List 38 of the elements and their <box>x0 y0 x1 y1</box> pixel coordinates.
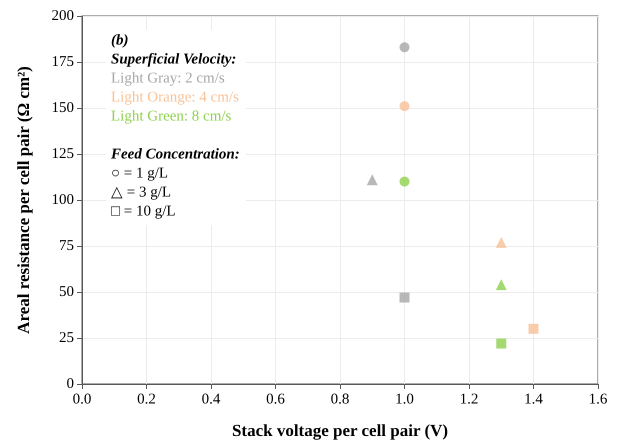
annotation: Light Green: 8 cm/s <box>111 108 232 124</box>
annotation: □ = 10 g/L <box>111 204 176 220</box>
y-axis-title: Areal resistance per cell pair (Ω cm²) <box>14 66 33 334</box>
y-tick-label: 150 <box>52 100 74 116</box>
y-tick-label: 50 <box>59 284 74 300</box>
y-tick-label: 100 <box>52 192 74 208</box>
x-tick-label: 1.6 <box>588 392 608 408</box>
annotation: Superficial Velocity: <box>111 52 236 68</box>
x-axis-title: Stack voltage per cell pair (V) <box>232 421 448 440</box>
x-tick-label: 0.0 <box>72 392 92 408</box>
x-tick-label: 0.6 <box>266 392 286 408</box>
annotation: (b) <box>111 32 128 48</box>
y-tick-label: 25 <box>59 330 74 346</box>
annotation: Light Gray: 2 cm/s <box>111 70 225 86</box>
y-tick-label: 175 <box>52 54 74 70</box>
annotation: △ = 3 g/L <box>111 184 172 200</box>
point <box>528 324 538 334</box>
y-tick-label: 0 <box>66 376 74 392</box>
annotation: Light Orange: 4 cm/s <box>111 90 240 106</box>
point <box>400 176 410 187</box>
point <box>496 236 507 248</box>
y-tick-label: 75 <box>59 238 74 254</box>
annotation: ○ = 1 g/L <box>111 166 168 182</box>
x-tick-label: 1.4 <box>524 392 544 408</box>
annotation: Feed Concentration: <box>110 146 240 162</box>
point <box>366 174 378 186</box>
point <box>496 338 506 349</box>
point <box>400 292 410 303</box>
point <box>496 279 507 290</box>
point <box>400 42 410 52</box>
x-tick-label: 0.2 <box>137 392 156 408</box>
y-tick-label: 200 <box>52 8 74 24</box>
x-tick-label: 1.0 <box>395 392 414 408</box>
x-tick-label: 1.2 <box>460 392 478 408</box>
y-tick-label: 125 <box>52 146 74 162</box>
x-tick-label: 0.8 <box>330 392 350 408</box>
point <box>400 101 410 112</box>
x-tick-label: 0.4 <box>202 392 221 408</box>
